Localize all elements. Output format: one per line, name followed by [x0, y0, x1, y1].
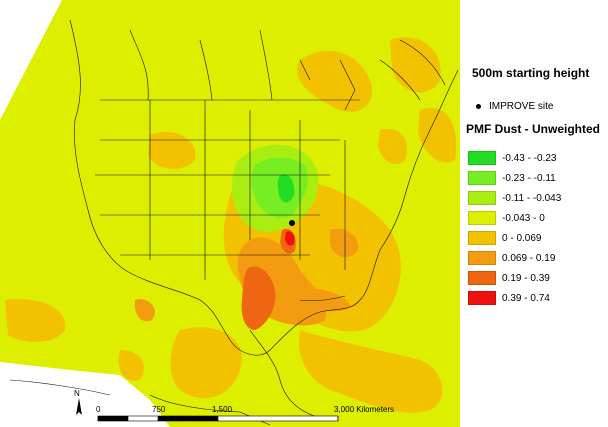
region-negative — [232, 144, 319, 232]
legend-item: -0.043 - 0 — [468, 208, 561, 228]
legend-item: -0.43 - -0.23 — [468, 148, 561, 168]
legend-item: 0 - 0.069 — [468, 228, 561, 248]
site-legend: IMPROVE site — [476, 101, 553, 112]
legend-label: -0.043 - 0 — [502, 212, 545, 224]
legend-label: 0.39 - 0.74 — [502, 292, 550, 304]
legend-swatch — [468, 271, 496, 285]
legend-swatch — [468, 231, 496, 245]
dust-map — [0, 0, 460, 427]
legend-swatch — [468, 191, 496, 205]
region-0.39-0.74 — [285, 231, 295, 246]
legend-label: -0.43 - -0.23 — [502, 152, 557, 164]
legend-item: -0.11 - -0.043 — [468, 188, 561, 208]
legend-swatch — [468, 151, 496, 165]
legend-item: -0.23 - -0.11 — [468, 168, 561, 188]
site-label: IMPROVE site — [489, 101, 554, 112]
map-title: 500m starting height — [472, 66, 590, 80]
legend-title: PMF Dust - Unweighted — [466, 122, 600, 136]
north-arrow-icon — [76, 398, 82, 415]
legend-swatch — [468, 251, 496, 265]
site-dot-icon — [476, 104, 481, 109]
legend-swatch — [468, 291, 496, 305]
legend-swatch — [468, 171, 496, 185]
legend-item: 0.39 - 0.74 — [468, 288, 561, 308]
improve-site-marker — [289, 220, 295, 226]
legend-item: 0.069 - 0.19 — [468, 248, 561, 268]
legend-label: 0.19 - 0.39 — [502, 272, 550, 284]
scale-bar — [97, 415, 339, 422]
legend-label: -0.11 - -0.043 — [502, 192, 562, 204]
legend-item: 0.19 - 0.39 — [468, 268, 561, 288]
legend-label: -0.23 - -0.11 — [502, 172, 556, 184]
legend-label: 0 - 0.069 — [502, 232, 542, 244]
legend-label: 0.069 - 0.19 — [502, 252, 556, 264]
legend-panel: 500m starting height IMPROVE site PMF Du… — [462, 0, 608, 427]
legend-swatch — [468, 211, 496, 225]
legend-classes: -0.43 - -0.23 -0.23 - -0.11 -0.11 - -0.0… — [468, 148, 561, 308]
